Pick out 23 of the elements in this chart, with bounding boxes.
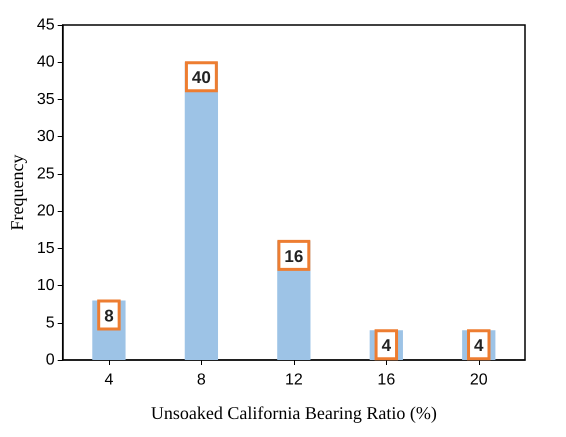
y-tick-label: 35 <box>36 90 55 108</box>
y-tick-label: 45 <box>36 16 55 34</box>
y-tick-label: 10 <box>36 277 55 294</box>
y-tick-label: 5 <box>46 314 55 332</box>
y-tick-label: 20 <box>36 202 55 220</box>
x-tick-label: 20 <box>470 372 488 388</box>
data-label: 40 <box>192 68 211 88</box>
x-tick-label: 8 <box>196 372 206 388</box>
x-tick-label: 4 <box>104 372 114 388</box>
y-tick-label: 0 <box>46 352 55 368</box>
data-label: 4 <box>382 336 392 356</box>
x-tick-label: 12 <box>284 372 303 388</box>
y-tick-label: 25 <box>36 165 55 182</box>
y-tick-label: 30 <box>36 128 55 146</box>
y-tick-label: 40 <box>36 54 55 71</box>
x-axis-title: Unsoaked California Bearing Ratio (%) <box>150 403 437 423</box>
data-label: 4 <box>474 336 484 356</box>
data-label: 8 <box>104 306 114 326</box>
x-tick-label: 16 <box>377 372 396 388</box>
y-axis-title: Frequency <box>7 154 27 230</box>
data-label: 16 <box>284 246 304 266</box>
bar <box>184 62 218 360</box>
y-tick-label: 15 <box>36 240 55 257</box>
